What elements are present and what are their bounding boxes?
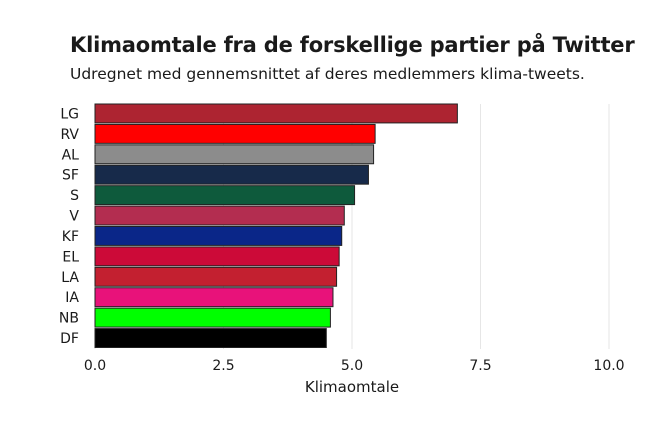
category-label: EL <box>62 249 79 265</box>
bar-sf <box>94 164 369 185</box>
category-labels: LG RV AL SF SV KF EL LA IA NB DF <box>59 106 80 347</box>
bar-la <box>94 266 338 287</box>
x-tick-label: 10.0 <box>593 358 624 374</box>
category-label: NB <box>59 311 79 327</box>
bar-al <box>94 144 375 165</box>
bar-rv <box>94 123 376 144</box>
x-tick-label: 2.5 <box>212 358 234 374</box>
category-label: DF <box>60 331 79 347</box>
category-label: LA <box>61 270 79 286</box>
category-label: SF <box>62 168 79 184</box>
category-label: AL <box>62 147 80 163</box>
bar-s <box>94 185 356 206</box>
bar-df <box>94 328 327 349</box>
x-tick-label: 7.5 <box>469 358 491 374</box>
category-label: RV <box>60 127 79 143</box>
category-label: LG <box>60 106 79 122</box>
category-label: V <box>69 209 79 225</box>
x-axis-label: Klimaomtale <box>305 378 399 396</box>
x-tick-label: 0.0 <box>84 358 106 374</box>
x-tick-labels: 0.0 2.5 5.0 7.5 10.0 <box>84 358 625 374</box>
bar-kf <box>94 226 343 246</box>
bar-el <box>94 246 340 267</box>
bar-ia <box>94 287 334 308</box>
bar-nb <box>94 307 331 328</box>
chart-subtitle: Udregnet med gennemsnittet af deres medl… <box>70 65 585 83</box>
bars <box>94 103 458 349</box>
category-label: IA <box>65 290 79 306</box>
x-tick-label: 5.0 <box>341 358 363 374</box>
category-label: S <box>70 188 79 204</box>
chart-title: Klimaomtale fra de forskellige partier p… <box>70 33 635 57</box>
bar-lg <box>94 103 458 124</box>
bar-v <box>94 205 345 226</box>
category-label: KF <box>62 229 79 245</box>
